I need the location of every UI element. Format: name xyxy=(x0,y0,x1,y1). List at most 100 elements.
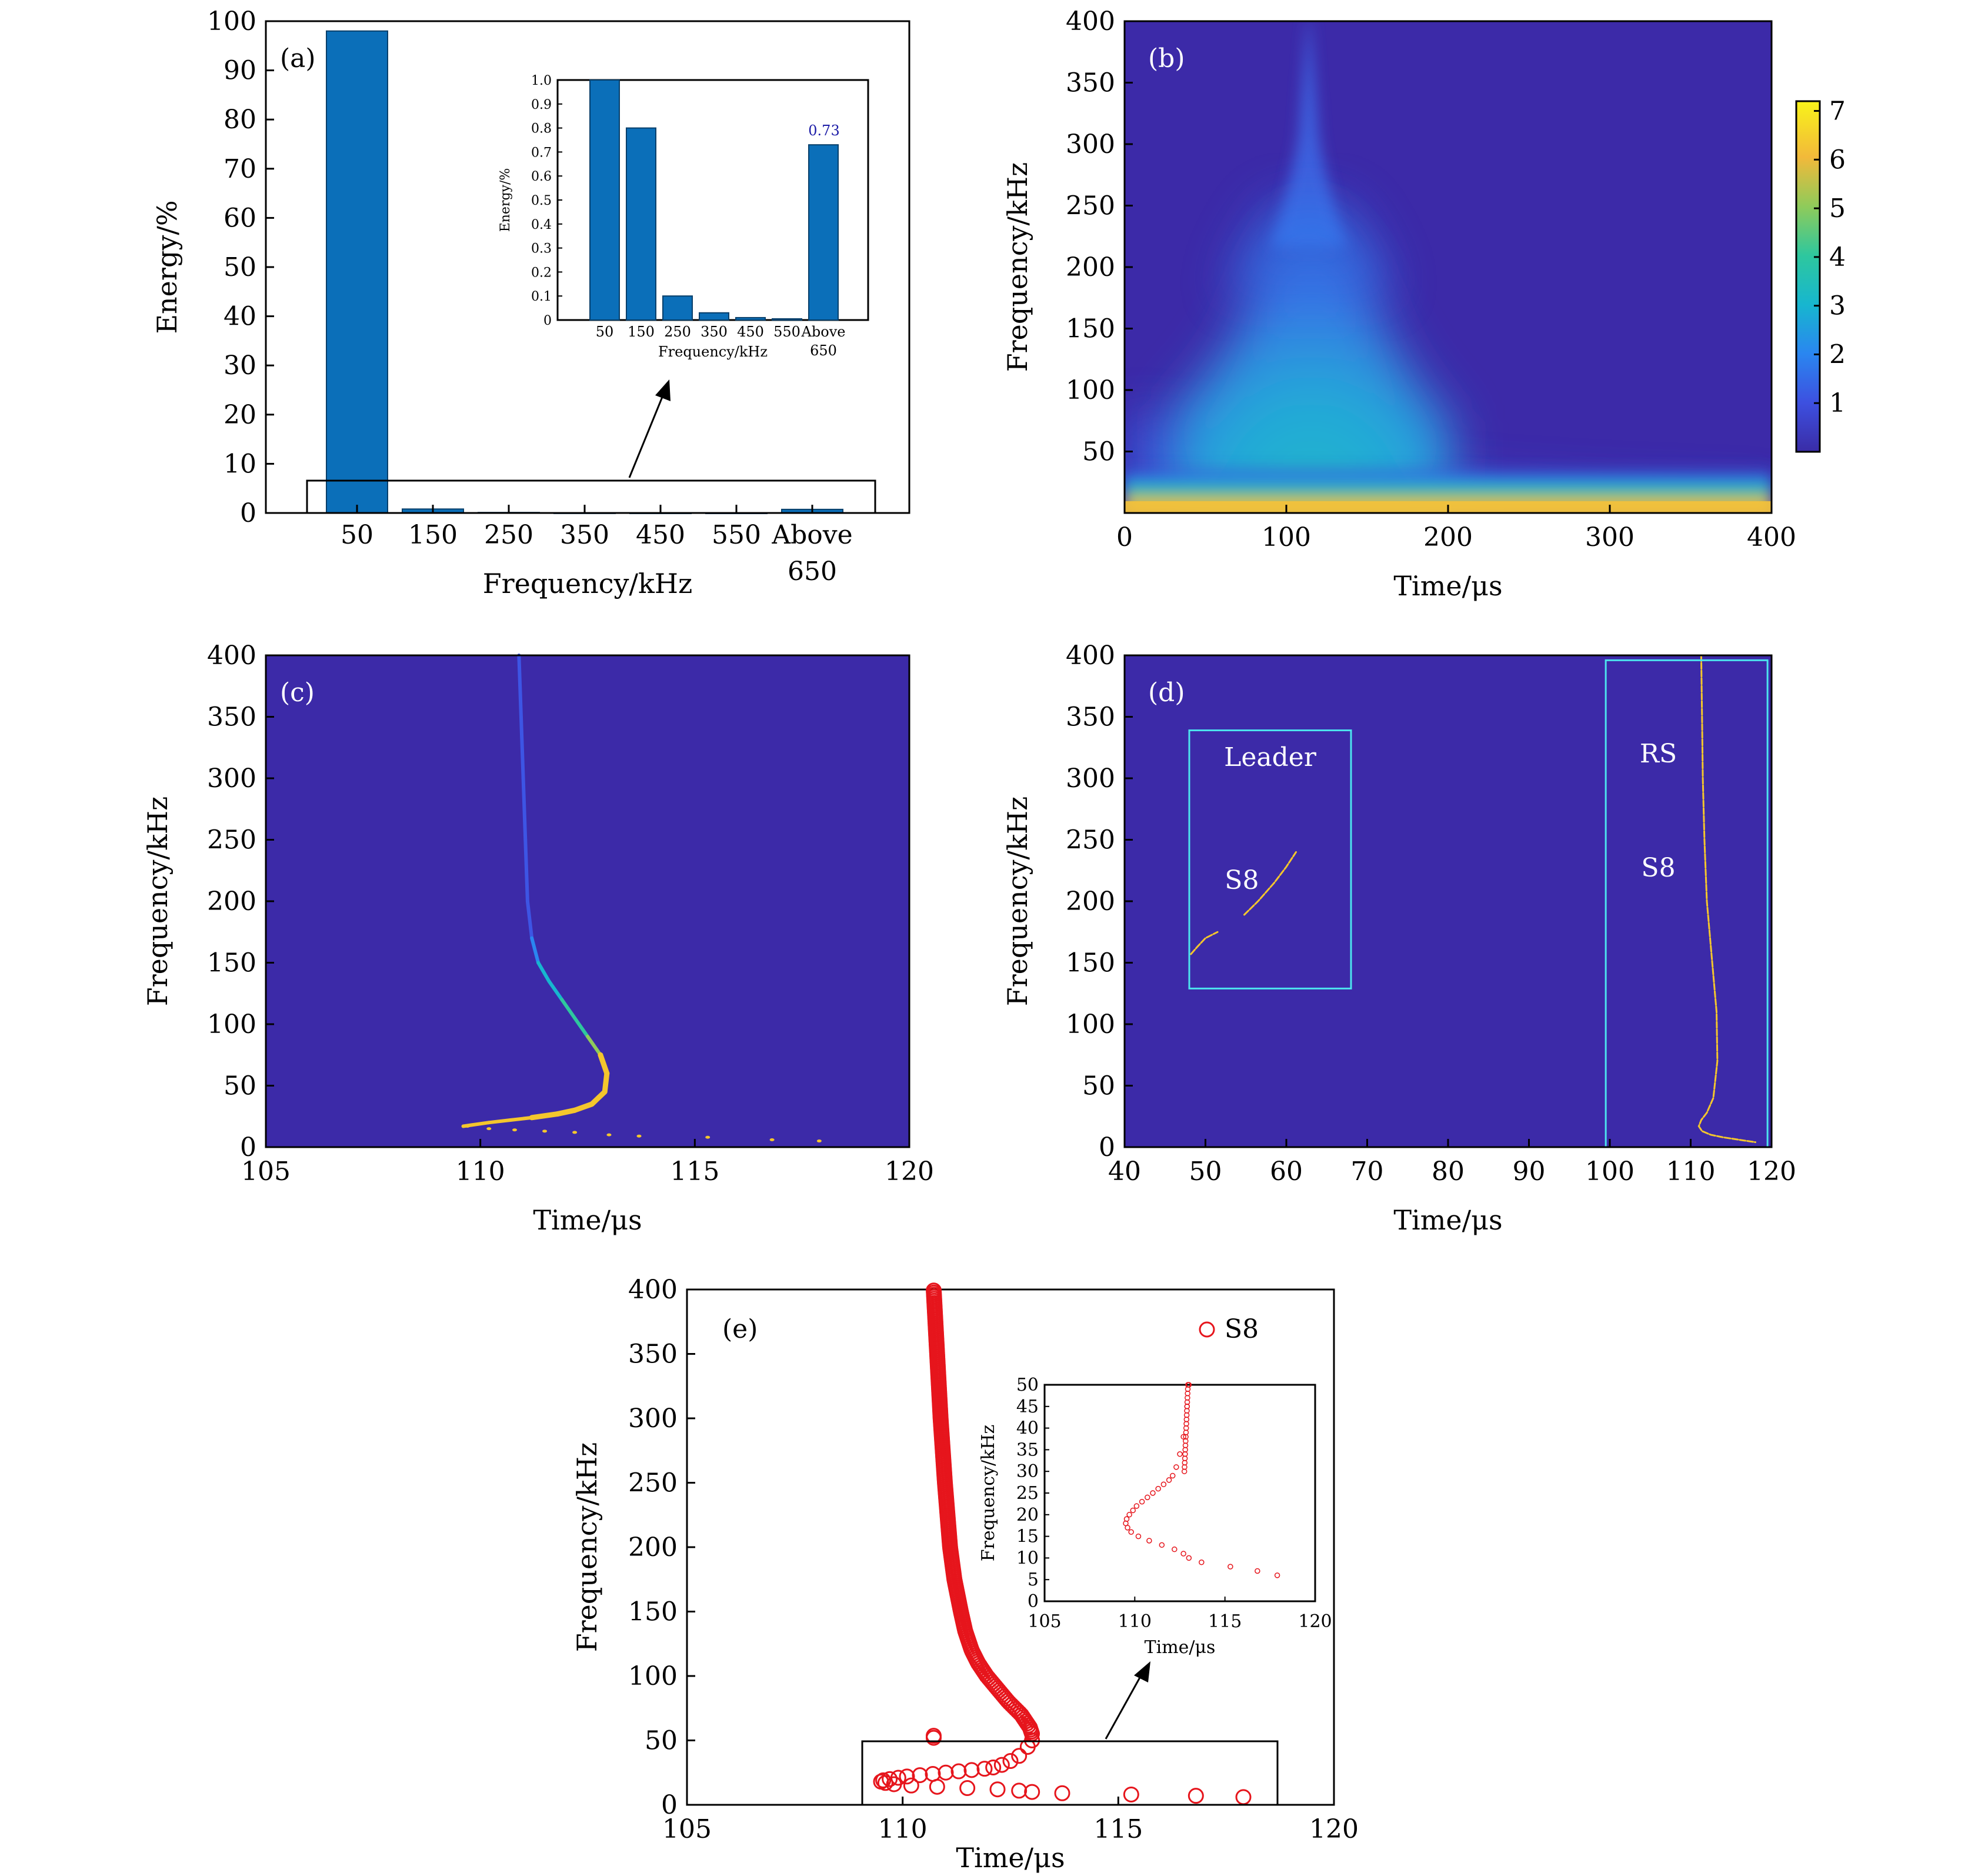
scatter-point xyxy=(926,1282,942,1299)
x-tick-label: 120 xyxy=(1309,1814,1359,1844)
panel-d-boxes: Leader S8 RS S8 xyxy=(1188,659,1769,1148)
inset-y-tick-label: 20 xyxy=(1016,1505,1039,1525)
ridge-dot xyxy=(465,1124,470,1128)
panel-c-ridge-line xyxy=(461,654,610,1128)
x-tick-label: 110 xyxy=(1666,1157,1716,1187)
panel-a-label: (a) xyxy=(280,44,316,74)
x-tick-label: 120 xyxy=(1747,1157,1796,1187)
panel-b-x-label: Time/μs xyxy=(1393,570,1502,602)
scatter-point xyxy=(1123,1786,1139,1802)
inset-scatter-point xyxy=(1155,1485,1161,1492)
inset-y-tick-label: 35 xyxy=(1016,1440,1039,1460)
scatter-point xyxy=(950,1763,967,1780)
panel-e-label: (e) xyxy=(722,1314,758,1344)
x-tick-label: 60 xyxy=(1270,1157,1303,1187)
inset-scatter-point xyxy=(1185,1382,1191,1388)
inset-scatter-point xyxy=(1160,1481,1167,1488)
panel-e-points xyxy=(873,1282,1252,1805)
inset-scatter-point xyxy=(1166,1477,1172,1483)
region-sublabel-leader: S8 xyxy=(1225,865,1259,895)
panel-d-curves xyxy=(1190,654,1756,1144)
inset-scatter-point xyxy=(1123,1516,1130,1522)
ridge-dot xyxy=(816,1139,822,1143)
y-tick-label: 0 xyxy=(240,498,256,528)
y-tick-label: 100 xyxy=(1066,375,1115,405)
scatter-point xyxy=(1054,1785,1070,1801)
inset-x-tick-label: 50 xyxy=(596,324,614,340)
panel-d-background xyxy=(1125,655,1772,1147)
ridge-segment xyxy=(530,936,541,965)
panel-e-arrow-head xyxy=(1134,1661,1150,1682)
ridge-dot xyxy=(512,1128,518,1132)
region-box-leader xyxy=(1188,729,1352,989)
y-tick-label: 70 xyxy=(224,154,256,184)
scatter-point xyxy=(1011,1748,1028,1764)
y-tick-label: 200 xyxy=(207,887,256,917)
colorbar-tick-label: 3 xyxy=(1829,291,1846,321)
scatter-point xyxy=(886,1776,902,1792)
scatter-point xyxy=(875,1772,892,1788)
inset-y-tick-label: 0.5 xyxy=(531,194,552,208)
panel-b-y-ticks: 50 100 150 200 250 300 350 400 xyxy=(1066,6,1133,466)
y-tick-label: 100 xyxy=(207,1009,256,1039)
panel-a-arrow-line xyxy=(628,394,665,478)
panel-a-inset-x-ticks: 50 150 250 350 450 550 Above 650 xyxy=(596,324,846,359)
x-tick-label: 100 xyxy=(1262,522,1311,552)
scatter-point xyxy=(985,1759,1002,1775)
x-tick-label: 350 xyxy=(560,520,609,550)
scatter-point xyxy=(929,1778,945,1795)
y-tick-label: 80 xyxy=(224,105,256,135)
inset-x-tick-label: 105 xyxy=(1028,1611,1061,1632)
panel-a-inset-bars xyxy=(589,79,839,321)
y-tick-label: 100 xyxy=(1066,1009,1115,1039)
ridge-dot xyxy=(486,1127,492,1131)
panel-a-inset-y-ticks: 0 0.1 0.2 0.3 0.4 0.5 0.6 0.7 0.8 0.9 1.0 xyxy=(531,74,562,328)
inset-x-tick-label: 250 xyxy=(664,324,691,340)
colorbar-tick-label: 2 xyxy=(1829,339,1846,369)
panel-d-y-label: Frequency/kHz xyxy=(1002,797,1033,1007)
scatter-point xyxy=(963,1762,980,1778)
inset-bar-450 xyxy=(735,316,766,321)
panel-e-inset-x-ticks: 105 110 115 120 xyxy=(1028,1597,1332,1632)
panel-d-ridge-boxes: Leader S8 RS S8 40 50 60 70 80 90 100 110 120 0 50 10… xyxy=(1002,641,1796,1236)
y-tick-label: 40 xyxy=(224,302,256,332)
panel-c-x-label: Time/μs xyxy=(533,1204,642,1236)
y-tick-label: 100 xyxy=(207,6,256,36)
x-tick-label: 40 xyxy=(1108,1157,1141,1187)
y-tick-label: 300 xyxy=(1066,764,1115,794)
inset-y-tick-label: 0.3 xyxy=(531,242,552,256)
inset-x-tick-label: 350 xyxy=(701,324,728,340)
inset-y-tick-label: 0 xyxy=(1028,1591,1039,1612)
x-tick-label: 110 xyxy=(456,1157,505,1187)
leader-curve-1 xyxy=(1190,931,1219,955)
y-tick-label: 200 xyxy=(1066,887,1115,917)
x-tick-label: 50 xyxy=(341,520,373,550)
scatter-point xyxy=(903,1777,919,1794)
y-tick-label: 0 xyxy=(1099,1132,1115,1162)
y-tick-label: 0 xyxy=(661,1790,678,1820)
ridge-segment xyxy=(517,654,523,719)
x-tick-label: 550 xyxy=(712,520,761,550)
ridge-segment xyxy=(536,961,551,983)
panel-e-x-label: Time/μs xyxy=(956,1842,1065,1874)
scatter-point xyxy=(1011,1782,1028,1799)
panel-d-x-ticks: 40 50 60 70 80 90 100 110 120 xyxy=(1108,1139,1796,1187)
ridge-segment xyxy=(598,1052,610,1077)
y-tick-label: 0 xyxy=(240,1132,256,1162)
inset-scatter-point xyxy=(1177,1451,1183,1457)
inset-scatter-point xyxy=(1255,1568,1260,1574)
inset-scatter-point xyxy=(1146,1538,1152,1544)
scatter-point xyxy=(1024,1784,1040,1800)
y-tick-label: 150 xyxy=(628,1597,678,1627)
inset-x-tick-label: 150 xyxy=(628,324,655,340)
ridge-segment xyxy=(572,1101,595,1113)
x-tick-label: 300 xyxy=(1585,522,1635,552)
ridge-dot xyxy=(572,1131,578,1134)
y-tick-label: 350 xyxy=(628,1339,678,1369)
panel-a-y-label: Energy/% xyxy=(151,200,183,334)
ridge-segment xyxy=(508,1115,534,1122)
inset-scatter-point xyxy=(1150,1490,1156,1496)
inset-y-tick-label: 0.4 xyxy=(531,218,552,232)
panel-c-x-ticks: 105 110 115 120 xyxy=(241,1139,934,1187)
